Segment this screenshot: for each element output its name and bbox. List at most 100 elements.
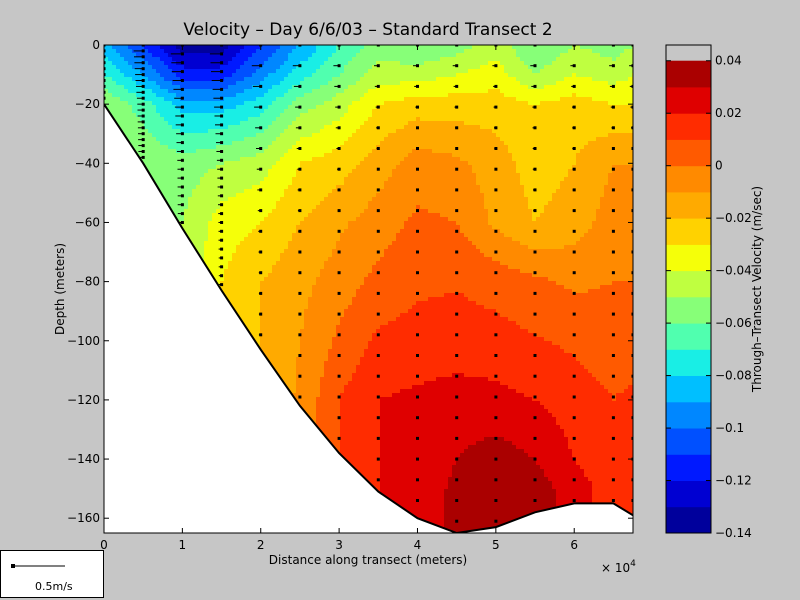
contour-cell [504, 101, 509, 106]
contour-cell [624, 113, 629, 118]
contour-cell [444, 69, 449, 74]
contour-cell [540, 61, 545, 66]
contour-cell [620, 117, 625, 122]
contour-cell [452, 189, 457, 194]
contour-cell [224, 125, 229, 130]
contour-cell [128, 69, 133, 74]
contour-cell [500, 109, 505, 114]
contour-cell [552, 49, 557, 54]
contour-cell [216, 177, 221, 182]
contour-cell [556, 137, 561, 142]
contour-cell [564, 69, 569, 74]
contour-cell [256, 117, 261, 122]
contour-cell [380, 113, 385, 118]
contour-cell [248, 113, 253, 118]
contour-cell [188, 49, 193, 54]
contour-cell [320, 177, 325, 182]
contour-cell [168, 89, 173, 94]
contour-cell [364, 81, 369, 86]
contour-cell [348, 45, 353, 50]
contour-cell [168, 85, 173, 90]
contour-cell [348, 177, 353, 182]
contour-cell [572, 133, 577, 138]
contour-cell [412, 53, 417, 58]
contour-cell [576, 49, 581, 54]
contour-cell [576, 57, 581, 62]
contour-cell [272, 193, 277, 198]
contour-cell [216, 193, 221, 198]
contour-cell [364, 77, 369, 82]
contour-cell [288, 109, 293, 114]
contour-cell [152, 117, 157, 122]
contour-cell [628, 157, 633, 162]
contour-cell [136, 57, 141, 62]
contour-cell [620, 149, 625, 154]
contour-cell [476, 89, 481, 94]
contour-cell [300, 61, 305, 66]
contour-cell [524, 85, 529, 90]
contour-cell [328, 145, 333, 150]
contour-cell [612, 149, 617, 154]
contour-cell [616, 157, 621, 162]
contour-cell [164, 141, 169, 146]
contour-cell [628, 77, 633, 82]
contour-cell [600, 141, 605, 146]
contour-cell [444, 153, 449, 158]
contour-cell [184, 161, 189, 166]
contour-cell [556, 181, 561, 186]
contour-cell [220, 165, 225, 170]
contour-cell [328, 61, 333, 66]
contour-cell [256, 165, 261, 170]
contour-cell [544, 117, 549, 122]
contour-cell [120, 69, 125, 74]
contour-cell [184, 153, 189, 158]
contour-cell [344, 133, 349, 138]
contour-cell [520, 89, 525, 94]
contour-cell [524, 105, 529, 110]
contour-cell [328, 121, 333, 126]
contour-cell [424, 173, 429, 178]
contour-cell [372, 89, 377, 94]
contour-cell [276, 97, 281, 102]
contour-cell [456, 125, 461, 130]
contour-cell [132, 109, 137, 114]
contour-cell [436, 85, 441, 90]
contour-cell [176, 61, 181, 66]
contour-cell [608, 173, 613, 178]
contour-cell [160, 169, 165, 174]
contour-cell [548, 97, 553, 102]
contour-cell [624, 81, 629, 86]
contour-cell [388, 109, 393, 114]
contour-cell [420, 45, 425, 50]
contour-cell [448, 165, 453, 170]
contour-cell [600, 97, 605, 102]
contour-cell [188, 53, 193, 58]
contour-cell [112, 101, 117, 106]
contour-cell [464, 125, 469, 130]
contour-cell [256, 121, 261, 126]
contour-cell [444, 145, 449, 150]
contour-cell [528, 133, 533, 138]
contour-cell [256, 185, 261, 190]
contour-cell [348, 69, 353, 74]
contour-cell [328, 169, 333, 174]
contour-cell [592, 61, 597, 66]
contour-cell [164, 53, 169, 58]
contour-cell [268, 129, 273, 134]
contour-cell [360, 45, 365, 50]
contour-cell [148, 125, 153, 130]
contour-cell [556, 173, 561, 178]
contour-cell [536, 89, 541, 94]
contour-cell [360, 61, 365, 66]
contour-cell [408, 61, 413, 66]
contour-cell [244, 189, 249, 194]
contour-cell [152, 45, 157, 50]
contour-cell [152, 129, 157, 134]
contour-cell [136, 133, 141, 138]
contour-cell [520, 117, 525, 122]
contour-cell [380, 133, 385, 138]
contour-cell [544, 69, 549, 74]
contour-cell [216, 81, 221, 86]
contour-cell [548, 185, 553, 190]
contour-cell [328, 81, 333, 86]
